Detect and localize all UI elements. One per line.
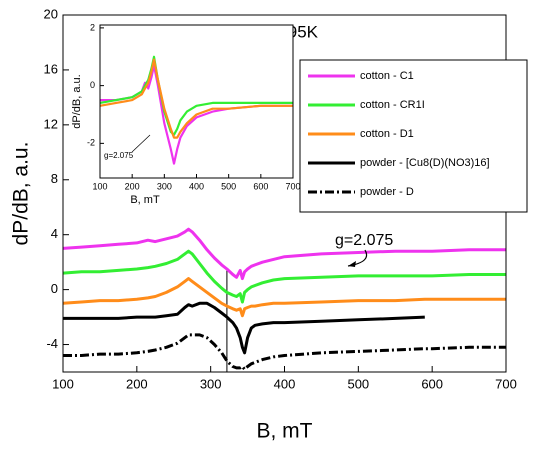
annotation-pointer xyxy=(131,134,151,153)
plot-frame xyxy=(99,24,294,179)
annotation: g=2.075 xyxy=(335,232,393,249)
data-line xyxy=(62,227,506,281)
y-tick-label: 8 xyxy=(51,171,58,186)
y-tick-label: 0 xyxy=(51,281,58,296)
y-tick-label: -4 xyxy=(46,336,58,351)
data-line xyxy=(62,277,506,318)
y-tick-label: 4 xyxy=(51,226,58,241)
x-tick-label: 700 xyxy=(495,376,517,391)
x-tick-label: 300 xyxy=(157,181,172,191)
data-line xyxy=(99,58,293,139)
x-tick-label: 400 xyxy=(274,376,296,391)
x-tick-label: 400 xyxy=(189,181,204,191)
arrow-head xyxy=(348,261,356,267)
x-tick-label: 600 xyxy=(253,181,268,191)
legend-label: powder - [Cu8(D)(NO3)16] xyxy=(360,157,490,169)
x-tick-label: 600 xyxy=(421,376,443,391)
x-tick-label: 300 xyxy=(200,376,222,391)
y-tick-label: 20 xyxy=(44,6,58,21)
x-axis-label: B, mT xyxy=(257,420,313,443)
legend-label: cotton - CR1I xyxy=(360,99,425,111)
data-line xyxy=(63,301,425,355)
x-tick-label: 500 xyxy=(347,376,369,391)
legend-label: powder - D xyxy=(360,186,414,198)
data-line xyxy=(63,333,506,371)
x-tick-label: 100 xyxy=(52,376,74,391)
x-tick-label: 100 xyxy=(92,181,107,191)
x-tick-label: 700 xyxy=(285,181,300,191)
x-axis-label: B, mT xyxy=(130,194,160,206)
legend-box xyxy=(299,59,528,213)
annotation: g=2.075 xyxy=(104,151,134,160)
x-tick-label: 500 xyxy=(221,181,236,191)
x-tick-label: 200 xyxy=(125,181,140,191)
y-tick-label: 16 xyxy=(44,61,58,76)
x-tick-label: 200 xyxy=(126,376,148,391)
legend-label: cotton - C1 xyxy=(360,70,414,82)
y-axis-label: dP/dB, a.u. xyxy=(10,142,33,246)
y-tick-label: 0 xyxy=(90,80,95,90)
inset-background xyxy=(100,25,293,178)
y-tick-label: -2 xyxy=(87,138,95,148)
y-tick-label: 12 xyxy=(44,116,58,131)
data-line xyxy=(62,249,506,304)
y-tick-label: 2 xyxy=(90,22,95,32)
y-axis-label: dP/dB, a.u. xyxy=(71,74,83,128)
legend-label: cotton - D1 xyxy=(360,128,414,140)
